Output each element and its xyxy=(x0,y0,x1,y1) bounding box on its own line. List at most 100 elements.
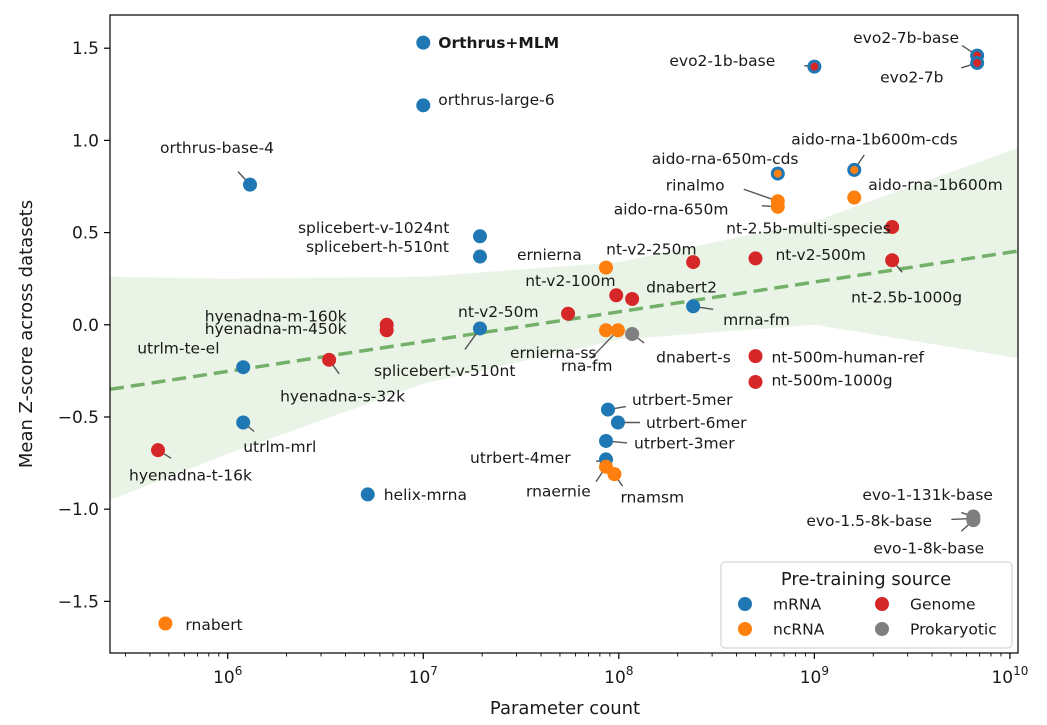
legend-label-mrna: mRNA xyxy=(773,596,821,614)
legend: Pre-training source mRNA Genome ncRNA Prokar… xyxy=(720,561,1013,649)
legend-box xyxy=(720,561,1013,649)
data-point-inner-aido-rna-650m-cds xyxy=(773,169,782,178)
point-label-nt-v2-500m: nt-v2-500m xyxy=(775,246,865,264)
point-label-evo-1-8k-base: evo-1-8k-base xyxy=(873,540,984,558)
y-tick-label: 1.0 xyxy=(72,131,99,151)
point-label-aido-rna-650m: aido-rna-650m xyxy=(614,200,729,218)
point-label-nt-v2-250m: nt-v2-250m xyxy=(606,241,696,259)
point-label-utrlm-te-el: utrlm-te-el xyxy=(137,340,219,358)
data-point-hyenadna-t-16k xyxy=(151,443,166,458)
data-point-aido-rna-650m xyxy=(770,199,785,214)
data-point-nt-500m-1000g xyxy=(748,374,763,389)
y-axis-label: Mean Z-score across datasets xyxy=(16,200,37,468)
legend-title: Pre-training source xyxy=(781,569,951,590)
x-tick-label: 109 xyxy=(800,664,829,688)
y-tick-label: 0.0 xyxy=(72,316,99,336)
data-point-ernierna-ss xyxy=(599,323,614,338)
point-label-splicebert-h-510nt: splicebert-h-510nt xyxy=(306,238,449,256)
axes-layer: 106 107 108 109 1010 1.5 1.0 0.5 0.0 −0.5 −1.0 −1.5 xyxy=(58,39,1029,688)
point-label-orthrus-mlm: Orthrus+MLM xyxy=(438,34,559,52)
point-label-hyenadna-m-450k: hyenadna-m-450k xyxy=(205,320,347,338)
x-tick-label: 1010 xyxy=(991,664,1028,688)
point-label-hyenadna-s-32k: hyenadna-s-32k xyxy=(280,387,405,405)
point-label-helix-mrna: helix-mrna xyxy=(384,486,467,504)
point-label-ernierna: ernierna xyxy=(517,246,582,264)
point-label-dnabert-s: dnabert-s xyxy=(656,349,731,367)
point-label-utrbert-5mer: utrbert-5mer xyxy=(632,391,733,409)
y-tick-label: 0.5 xyxy=(72,224,99,244)
data-point-nt-2-5b-multi-species xyxy=(885,220,900,235)
point-labels-layer: Orthrus+MLM orthrus-large-6 orthrus-base-4… xyxy=(129,29,1003,634)
point-label-rnabert: rnabert xyxy=(185,616,242,634)
data-point-splicebert-v-1024nt xyxy=(472,229,487,244)
data-point-orthrus-base-4 xyxy=(243,177,258,192)
point-label-utrlm-mrl: utrlm-mrl xyxy=(243,438,316,456)
point-label-aido-rna-1b600m: aido-rna-1b600m xyxy=(868,176,1002,194)
data-point-inner-evo2-7b xyxy=(973,58,982,67)
point-label-evo2-7b: evo2-7b xyxy=(880,68,943,86)
point-label-aido-rna-1b600m-cds: aido-rna-1b600m-cds xyxy=(791,130,957,148)
point-label-rnaernie: rnaernie xyxy=(526,482,591,500)
data-point-splicebert-v-510nt xyxy=(472,321,487,336)
point-label-nt-v2-50m: nt-v2-50m xyxy=(458,303,539,321)
data-point-nt-v2-500m xyxy=(748,251,763,266)
point-label-mrna-fm: mrna-fm xyxy=(723,311,790,329)
data-point-ernierna xyxy=(599,260,614,275)
legend-label-genome: Genome xyxy=(910,596,976,614)
legend-marker-ncrna xyxy=(738,622,752,636)
point-label-aido-rna-650m-cds: aido-rna-650m-cds xyxy=(652,150,799,168)
data-point-orthrus-mlm xyxy=(416,35,431,50)
data-point-nt-v2-50m xyxy=(561,306,576,321)
legend-label-prokaryotic: Prokaryotic xyxy=(910,621,997,639)
point-label-dnabert2: dnabert2 xyxy=(646,278,717,296)
point-label-nt-2-5b-multi-species: nt-2.5b-multi-species xyxy=(726,220,891,238)
x-axis-label: Parameter count xyxy=(490,698,640,719)
data-point-nt-v2-250m xyxy=(686,255,701,270)
point-label-utrbert-4mer: utrbert-4mer xyxy=(470,449,571,467)
y-tick-label: −1.0 xyxy=(58,500,99,520)
point-label-orthrus-base-4: orthrus-base-4 xyxy=(160,139,274,157)
point-label-hyenadna-t-16k: hyenadna-t-16k xyxy=(129,467,252,485)
data-point-evo-1-8k-base xyxy=(966,513,981,528)
data-point-rnamsm xyxy=(607,467,622,482)
data-point-utrbert-5mer xyxy=(600,402,615,417)
legend-marker-mrna xyxy=(738,597,752,611)
data-point-nt-v2-100m xyxy=(609,288,624,303)
data-point-splicebert-h-510nt xyxy=(472,249,487,264)
data-point-utrlm-mrl xyxy=(236,415,251,430)
data-point-utrbert-6mer xyxy=(610,415,625,430)
data-point-dnabert2 xyxy=(625,291,640,306)
trend-line-layer xyxy=(110,249,1018,392)
point-label-ernierna-ss: ernierna-ss xyxy=(510,344,596,362)
plot-frame xyxy=(109,14,1019,654)
point-label-rnamsm: rnamsm xyxy=(620,489,684,507)
point-label-splicebert-v-510nt: splicebert-v-510nt xyxy=(374,362,515,380)
confidence-band xyxy=(110,147,1018,501)
data-point-rna-fm xyxy=(610,323,625,338)
confidence-band-layer xyxy=(110,147,1018,501)
trend-line xyxy=(110,249,1018,392)
point-label-nt-500m-1000g: nt-500m-1000g xyxy=(771,371,892,389)
data-point-hyenadna-s-32k xyxy=(322,352,337,367)
y-tick-label: −1.5 xyxy=(58,592,99,612)
point-label-splicebert-v-1024nt: splicebert-v-1024nt xyxy=(298,219,449,237)
data-point-utrlm-te-el xyxy=(236,360,251,375)
x-tick-label: 108 xyxy=(604,664,633,688)
data-point-inner-evo2-1b-base xyxy=(810,62,819,71)
data-points-layer xyxy=(151,35,985,631)
point-label-nt-v2-100m: nt-v2-100m xyxy=(525,272,615,290)
data-point-nt-2-5b-1000g xyxy=(885,253,900,268)
point-label-evo-1-131k-base: evo-1-131k-base xyxy=(862,486,993,504)
point-label-utrbert-3mer: utrbert-3mer xyxy=(634,434,735,452)
data-point-mrna-fm xyxy=(686,299,701,314)
point-label-rinalmo: rinalmo xyxy=(666,177,725,195)
point-label-nt-500m-human-ref: nt-500m-human-ref xyxy=(771,349,924,367)
data-point-inner-aido-rna-1b600m-cds xyxy=(850,165,859,174)
point-label-rna-fm: rna-fm xyxy=(561,357,613,375)
legend-marker-genome xyxy=(875,597,889,611)
x-tick-label: 107 xyxy=(409,664,438,688)
point-label-evo2-1b-base: evo2-1b-base xyxy=(669,52,775,70)
data-point-orthrus-large-6 xyxy=(416,98,431,113)
point-label-evo-1-5-8k-base: evo-1.5-8k-base xyxy=(806,512,932,530)
